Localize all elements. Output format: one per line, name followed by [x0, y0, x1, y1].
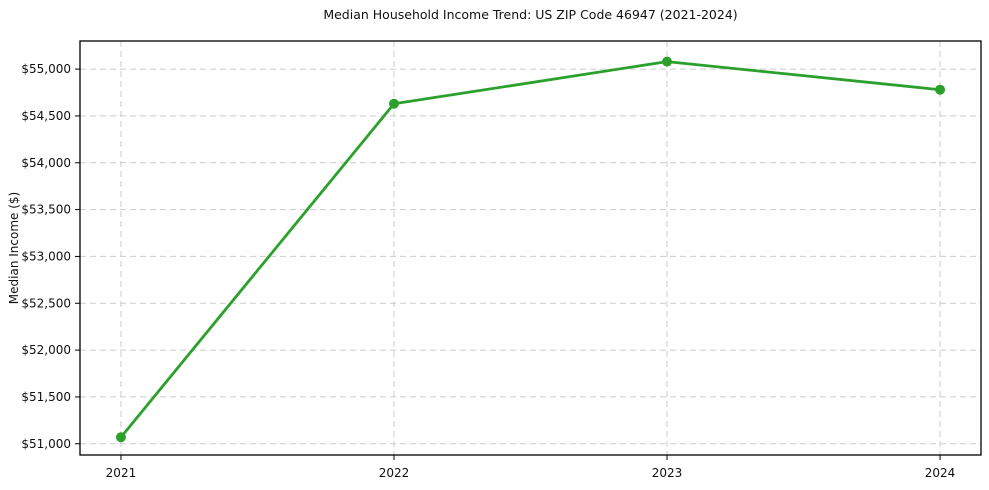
trend-line: [119, 60, 942, 439]
data-point-marker: [662, 56, 673, 67]
y-tick-label: $53,500: [21, 203, 71, 217]
x-tick-label: 2024: [925, 466, 956, 480]
y-tick-label: $51,000: [21, 437, 71, 451]
data-point-marker: [388, 98, 399, 109]
plot-border: [79, 40, 982, 456]
y-tick-label: $52,000: [21, 343, 71, 357]
x-tick-label: 2021: [106, 466, 137, 480]
data-point-marker: [115, 432, 126, 443]
chart-title: Median Household Income Trend: US ZIP Co…: [323, 7, 738, 22]
y-tick-label: $54,000: [21, 156, 71, 170]
data-point-marker: [935, 84, 946, 95]
y-tick-label: $55,000: [21, 62, 71, 76]
y-tick-label: $52,500: [21, 296, 71, 310]
y-tick-label: $51,500: [21, 390, 71, 404]
y-tick-label: $54,500: [21, 109, 71, 123]
x-tick-label: 2023: [652, 466, 683, 480]
y-tick-label: $53,000: [21, 249, 71, 263]
x-tick-label: 2022: [379, 466, 410, 480]
